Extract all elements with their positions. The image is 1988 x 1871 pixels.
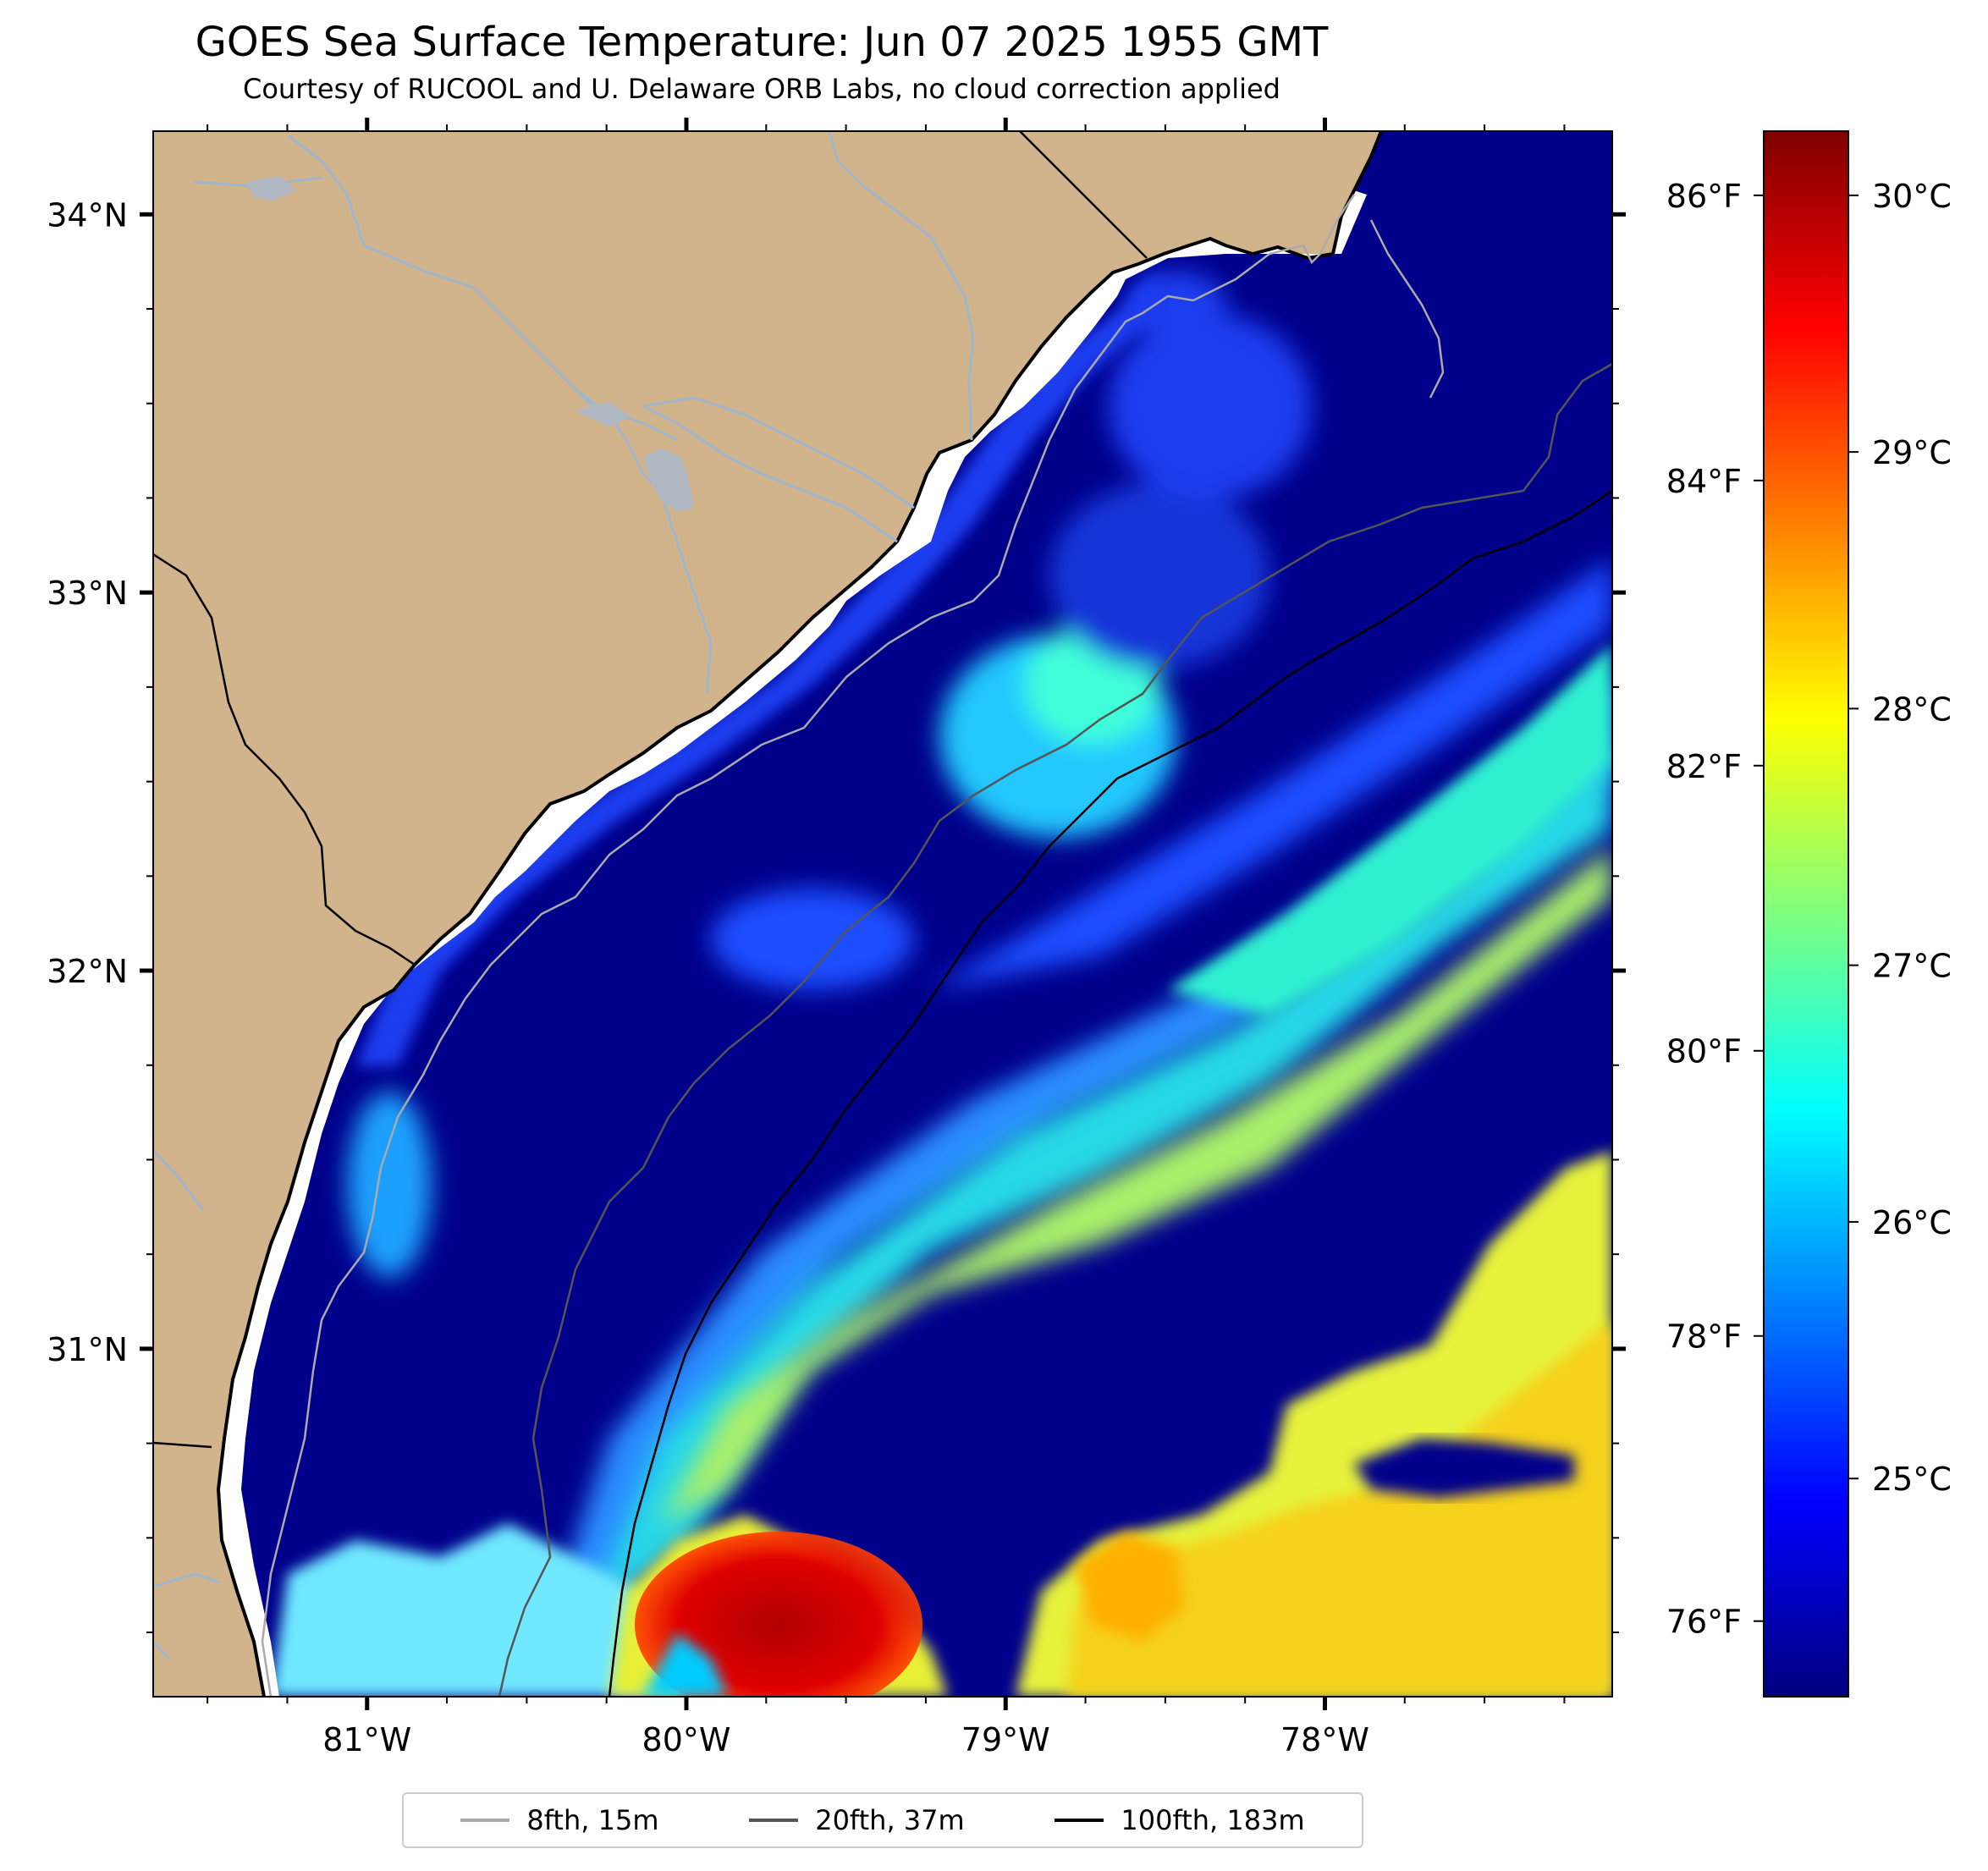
map-title: GOES Sea Surface Temperature: Jun 07 202… — [195, 19, 1329, 66]
land-mass — [153, 131, 1381, 1697]
legend-label-8fth: 8fth, 15m — [526, 1804, 659, 1836]
lake-north — [245, 176, 296, 201]
fahrenheit-tick-label: 80°F — [1666, 1033, 1742, 1070]
map-tick-labels: 81°W 80°W 79°W 78°W 34°N 33°N 32°N 31°N — [47, 196, 1369, 1758]
legend-item-8fth: 8fth, 15m — [460, 1804, 658, 1836]
celsius-tick-label: 30°C — [1872, 178, 1952, 215]
lon-tick-label: 79°W — [961, 1721, 1050, 1758]
isobath-100fth — [608, 489, 1612, 1697]
state-borders — [153, 131, 1148, 1449]
map-plot-area — [153, 131, 1612, 1697]
celsius-tick-label: 28°C — [1872, 691, 1952, 728]
celsius-tick-label: 25°C — [1872, 1461, 1952, 1498]
sst-coastal-band — [355, 271, 1159, 1066]
fahrenheit-tick-label: 86°F — [1666, 178, 1742, 215]
lon-tick-label: 80°W — [642, 1721, 731, 1758]
sst-southern-warm-water — [271, 1151, 1612, 1697]
colorbar: 25°C 26°C 27°C 28°C 29°C 30°C 76°F 78°F 80°F 82°F… — [1666, 130, 1952, 1698]
lake — [643, 448, 694, 512]
lat-tick-label: 32°N — [47, 953, 128, 990]
fahrenheit-tick-label: 76°F — [1666, 1604, 1742, 1641]
legend-item-20fth: 20fth, 37m — [749, 1804, 965, 1836]
legend-swatch-100fth — [1055, 1819, 1104, 1822]
legend-swatch-20fth — [749, 1819, 799, 1822]
isobath-legend: 8fth, 15m 20fth, 37m 100fth, 183m — [402, 1792, 1363, 1848]
map-subtitle: Courtesy of RUCOOL and U. Delaware ORB L… — [243, 73, 1280, 105]
fahrenheit-tick-label: 84°F — [1666, 463, 1742, 500]
lat-tick-label: 31°N — [47, 1331, 128, 1368]
map-frame — [152, 130, 1613, 1698]
celsius-tick-label: 27°C — [1872, 948, 1952, 985]
hot-spot-south — [635, 1532, 922, 1697]
legend-label-20fth: 20fth, 37m — [815, 1804, 965, 1836]
coastline — [216, 131, 1383, 1697]
legend-swatch-8fth — [460, 1819, 510, 1822]
lake-reservoir — [575, 402, 631, 427]
rivers — [153, 131, 975, 1660]
fahrenheit-tick-label: 82°F — [1666, 748, 1742, 785]
celsius-tick-label: 26°C — [1872, 1204, 1952, 1241]
colorbar-ticks: 25°C 26°C 27°C 28°C 29°C 30°C 76°F 78°F 80°F 82°F… — [1666, 178, 1952, 1641]
fahrenheit-tick-label: 78°F — [1666, 1318, 1742, 1356]
colorbar-gradient — [1763, 130, 1849, 1698]
sst-shelf-patches — [347, 271, 1312, 1278]
map-ticks — [140, 118, 1626, 1710]
legend-item-100fth: 100fth, 183m — [1055, 1804, 1305, 1836]
lon-tick-label: 78°W — [1280, 1721, 1369, 1758]
legend-label-100fth: 100fth, 183m — [1121, 1804, 1305, 1836]
lat-tick-label: 33°N — [47, 575, 128, 612]
isobath-8fth — [261, 194, 1445, 1697]
isobath-20fth — [498, 362, 1612, 1697]
sst-warm-band — [542, 559, 1612, 1642]
lat-tick-label: 34°N — [47, 196, 128, 234]
celsius-tick-label: 29°C — [1872, 434, 1952, 471]
lon-tick-label: 81°W — [322, 1721, 411, 1758]
